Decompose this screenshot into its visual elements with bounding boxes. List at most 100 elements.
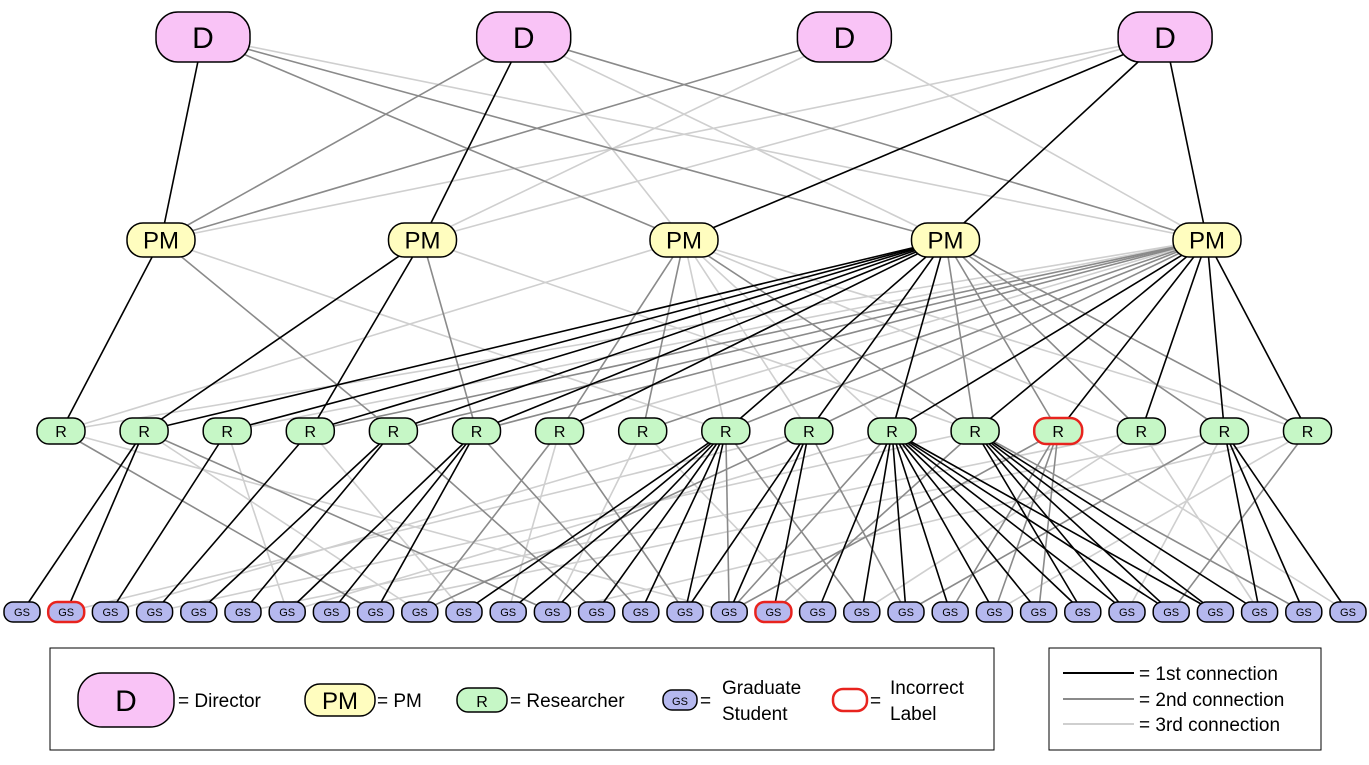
grad-node-shape bbox=[622, 601, 660, 623]
researcher-node: R bbox=[36, 417, 86, 445]
researcher-node-shape bbox=[784, 417, 834, 445]
researcher-node-label: R bbox=[471, 424, 483, 441]
grad-node: GS bbox=[46, 600, 86, 624]
researcher-grad-edge bbox=[891, 430, 1084, 613]
legend-director-icon-label: D bbox=[115, 685, 137, 718]
researcher-grad-edge bbox=[374, 430, 478, 613]
pm-researcher-edge bbox=[808, 239, 947, 432]
researcher-node-shape bbox=[36, 417, 86, 445]
pm-researcher-edge bbox=[559, 239, 946, 432]
director-node-shape bbox=[475, 11, 572, 63]
director-pm-edge bbox=[421, 36, 525, 241]
grad-node: GS bbox=[3, 601, 41, 623]
grad-node: GS bbox=[445, 601, 483, 623]
pm-node-shape bbox=[649, 222, 719, 258]
grad-node-shape bbox=[1285, 601, 1323, 623]
grad-node: GS bbox=[533, 601, 572, 623]
researcher-grad-edge bbox=[684, 430, 727, 613]
director-node-label: D bbox=[834, 22, 856, 55]
pm-researcher-edge bbox=[60, 239, 1208, 432]
researcher-node-label: R bbox=[388, 424, 400, 441]
grad-node-shape bbox=[975, 601, 1014, 623]
grad-node-label: GS bbox=[942, 607, 958, 619]
legend-director-text: = Director bbox=[178, 691, 262, 712]
researcher-grad-edge bbox=[392, 430, 598, 613]
pm-researcher-edge bbox=[143, 239, 946, 432]
researcher-grad-edge bbox=[949, 430, 1059, 613]
legend-researcher-text: = Researcher bbox=[510, 691, 625, 712]
pm-node-label: PM bbox=[1189, 228, 1225, 255]
director-pm-edge bbox=[202, 36, 946, 241]
researcher-grad-edge bbox=[891, 430, 1172, 613]
grad-node: GS bbox=[224, 601, 262, 623]
pm-node: PM bbox=[387, 222, 458, 258]
researcher-node: R bbox=[534, 417, 585, 445]
pm-researcher-edge bbox=[310, 239, 1208, 432]
pm-node-label: PM bbox=[928, 228, 964, 255]
grad-node-label: GS bbox=[102, 607, 118, 619]
researcher-node: R bbox=[285, 417, 336, 445]
director-pm-edge bbox=[523, 36, 1208, 241]
legend-incorrect-swatch bbox=[831, 687, 869, 713]
legend-incorrect-text-1: Incorrect bbox=[890, 678, 965, 699]
researcher-grad-edge bbox=[1223, 430, 1349, 613]
pm-researcher-edge bbox=[725, 239, 1208, 432]
director-node: D bbox=[475, 11, 572, 63]
grad-node-shape bbox=[135, 601, 174, 623]
node-legend: D = Director PM = PM R = Researcher GS =… bbox=[49, 647, 995, 751]
grad-node-label: GS bbox=[986, 607, 1002, 619]
researcher-grad-edge bbox=[974, 430, 1216, 613]
director-pm-edge bbox=[523, 36, 946, 241]
pm-researcher-edge bbox=[1140, 239, 1208, 432]
researcher-grad-edge bbox=[891, 430, 951, 613]
researcher-grad-edge bbox=[60, 430, 376, 613]
researcher-grad-edge bbox=[286, 430, 478, 613]
pm-node-shape bbox=[910, 222, 981, 258]
researcher-grad-edge bbox=[558, 430, 686, 613]
pm-researcher-edge bbox=[476, 239, 946, 432]
grad-node: GS bbox=[1329, 601, 1367, 623]
legend-researcher-swatch bbox=[456, 687, 508, 713]
grad-node-label: GS bbox=[765, 607, 781, 619]
grad-node: GS bbox=[401, 601, 439, 623]
pm-researcher-edge bbox=[310, 239, 946, 432]
grad-node-label: GS bbox=[147, 607, 163, 619]
grad-node-label: GS bbox=[854, 607, 870, 619]
grad-node-label: GS bbox=[1296, 607, 1312, 619]
grad-node: GS bbox=[622, 601, 660, 623]
researcher-grad-edge bbox=[154, 430, 976, 613]
pm-node-shape bbox=[126, 222, 196, 258]
grad-node: GS bbox=[975, 601, 1014, 623]
grad-node: GS bbox=[798, 601, 837, 623]
researcher-node-shape bbox=[119, 417, 169, 445]
researcher-grad-edge bbox=[974, 430, 1305, 613]
grad-node-shape bbox=[312, 601, 351, 623]
researcher-node-label: R bbox=[637, 424, 649, 441]
legend-pm-icon-label: PM bbox=[322, 688, 358, 715]
director-node: D bbox=[155, 11, 251, 63]
pm-researcher-edge bbox=[60, 239, 162, 432]
pm-researcher-edge bbox=[226, 239, 946, 432]
pm-researcher-edge bbox=[1057, 239, 1208, 432]
researcher-node-shape bbox=[1282, 417, 1333, 445]
director-node-shape bbox=[1117, 11, 1213, 63]
researcher-node: R bbox=[202, 417, 252, 445]
grad-node-label: GS bbox=[500, 607, 516, 619]
researcher-grad-edge bbox=[286, 430, 893, 613]
researcher-node-label: R bbox=[1302, 424, 1314, 441]
researcher-grad-edge bbox=[974, 430, 1128, 613]
pm-researcher-edge bbox=[227, 239, 1208, 432]
researcher-grad-edge bbox=[551, 430, 644, 613]
grad-node-shape bbox=[3, 601, 41, 623]
director-pm-edge bbox=[944, 36, 1166, 241]
pm-node: PM bbox=[910, 222, 981, 258]
researcher-grad-edge bbox=[551, 430, 727, 613]
researcher-node-label: R bbox=[138, 424, 150, 441]
grad-node-shape bbox=[356, 601, 395, 623]
grad-node-label: GS bbox=[412, 607, 428, 619]
researcher-grad-edge bbox=[226, 430, 288, 613]
researcher-grad-edge bbox=[728, 430, 1059, 613]
director-node-label: D bbox=[192, 22, 214, 55]
grad-node-shape bbox=[1240, 601, 1279, 623]
grad-node: GS bbox=[1196, 601, 1235, 623]
